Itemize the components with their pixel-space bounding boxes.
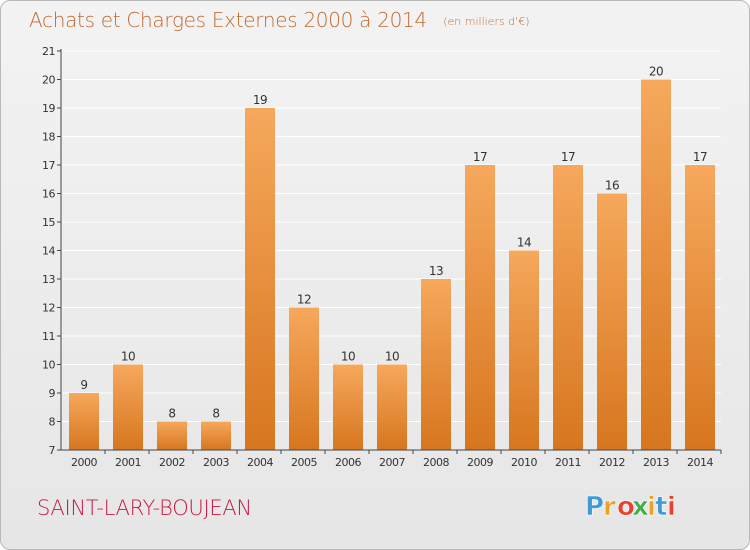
bar <box>377 364 407 450</box>
x-tick-label: 2004 <box>247 456 273 469</box>
bar-value-label: 20 <box>649 65 663 79</box>
chart-title: Achats et Charges Externes 2000 à 2014 <box>29 8 427 32</box>
brand-letter: i <box>667 492 676 522</box>
commune-name: SAINT-LARY-BOUJEAN <box>37 496 252 520</box>
brand-letter: i <box>647 492 656 522</box>
y-tick-label: 8 <box>49 416 56 429</box>
y-tick-label: 12 <box>42 302 55 315</box>
y-tick-label: 20 <box>42 74 55 87</box>
bar <box>553 165 583 450</box>
bar-value-label: 19 <box>253 93 267 107</box>
x-tick-label: 2011 <box>555 456 581 469</box>
brand-letter: o <box>617 492 635 522</box>
bar-value-label: 10 <box>121 350 135 364</box>
y-tick-label: 18 <box>42 131 55 144</box>
bar-value-label: 17 <box>473 150 487 164</box>
y-tick-label: 16 <box>42 188 55 201</box>
bar-value-label: 8 <box>212 407 219 421</box>
x-tick-label: 2010 <box>511 456 537 469</box>
x-tick-label: 2006 <box>335 456 361 469</box>
brand-letter: P <box>585 492 604 522</box>
bar-value-label: 9 <box>80 378 87 392</box>
bar-value-label: 14 <box>517 236 531 250</box>
bar <box>421 279 451 450</box>
bar-value-label: 8 <box>168 407 175 421</box>
bar-value-label: 17 <box>561 150 575 164</box>
y-tick-label: 13 <box>42 273 55 286</box>
y-tick-label: 7 <box>49 444 56 457</box>
bar <box>509 250 539 450</box>
x-tick-label: 2014 <box>687 456 713 469</box>
y-tick-label: 9 <box>49 387 56 400</box>
y-tick-label: 21 <box>42 45 55 58</box>
bar <box>201 421 231 450</box>
x-tick-label: 2005 <box>291 456 317 469</box>
y-tick-label: 15 <box>42 216 55 229</box>
x-tick-label: 2013 <box>643 456 669 469</box>
brand-letter: x <box>632 492 649 522</box>
bar <box>69 393 99 450</box>
bar <box>597 193 627 450</box>
brand-letter: t <box>655 492 667 522</box>
y-tick-label: 10 <box>42 359 55 372</box>
bar <box>685 165 715 450</box>
brand-letter: r <box>603 492 616 522</box>
bar <box>465 165 495 450</box>
x-tick-label: 2009 <box>467 456 493 469</box>
bar-value-label: 13 <box>429 264 443 278</box>
bar <box>245 108 275 450</box>
chart-subtitle: (en milliers d'€) <box>443 15 530 28</box>
bar <box>333 364 363 450</box>
proxiti-logo: Pr oxi t i <box>585 492 677 523</box>
bar-value-label: 17 <box>693 150 707 164</box>
x-tick-label: 2012 <box>599 456 625 469</box>
y-tick-label: 14 <box>42 245 55 258</box>
bar-value-label: 12 <box>297 293 311 307</box>
bar <box>641 79 671 450</box>
x-tick-label: 2001 <box>115 456 141 469</box>
bar-value-label: 16 <box>605 179 619 193</box>
bar <box>289 307 319 450</box>
y-tick-label: 11 <box>42 330 55 343</box>
bar <box>113 364 143 450</box>
bar-value-label: 10 <box>385 350 399 364</box>
chart-title-block: Achats et Charges Externes 2000 à 2014 (… <box>29 8 530 32</box>
x-tick-label: 2003 <box>203 456 229 469</box>
bar <box>157 421 187 450</box>
x-tick-label: 2007 <box>379 456 405 469</box>
x-tick-label: 2002 <box>159 456 185 469</box>
y-tick-label: 17 <box>42 159 55 172</box>
y-tick-label: 19 <box>42 102 55 115</box>
x-tick-label: 2000 <box>71 456 97 469</box>
x-tick-label: 2008 <box>423 456 449 469</box>
bar-value-label: 10 <box>341 350 355 364</box>
